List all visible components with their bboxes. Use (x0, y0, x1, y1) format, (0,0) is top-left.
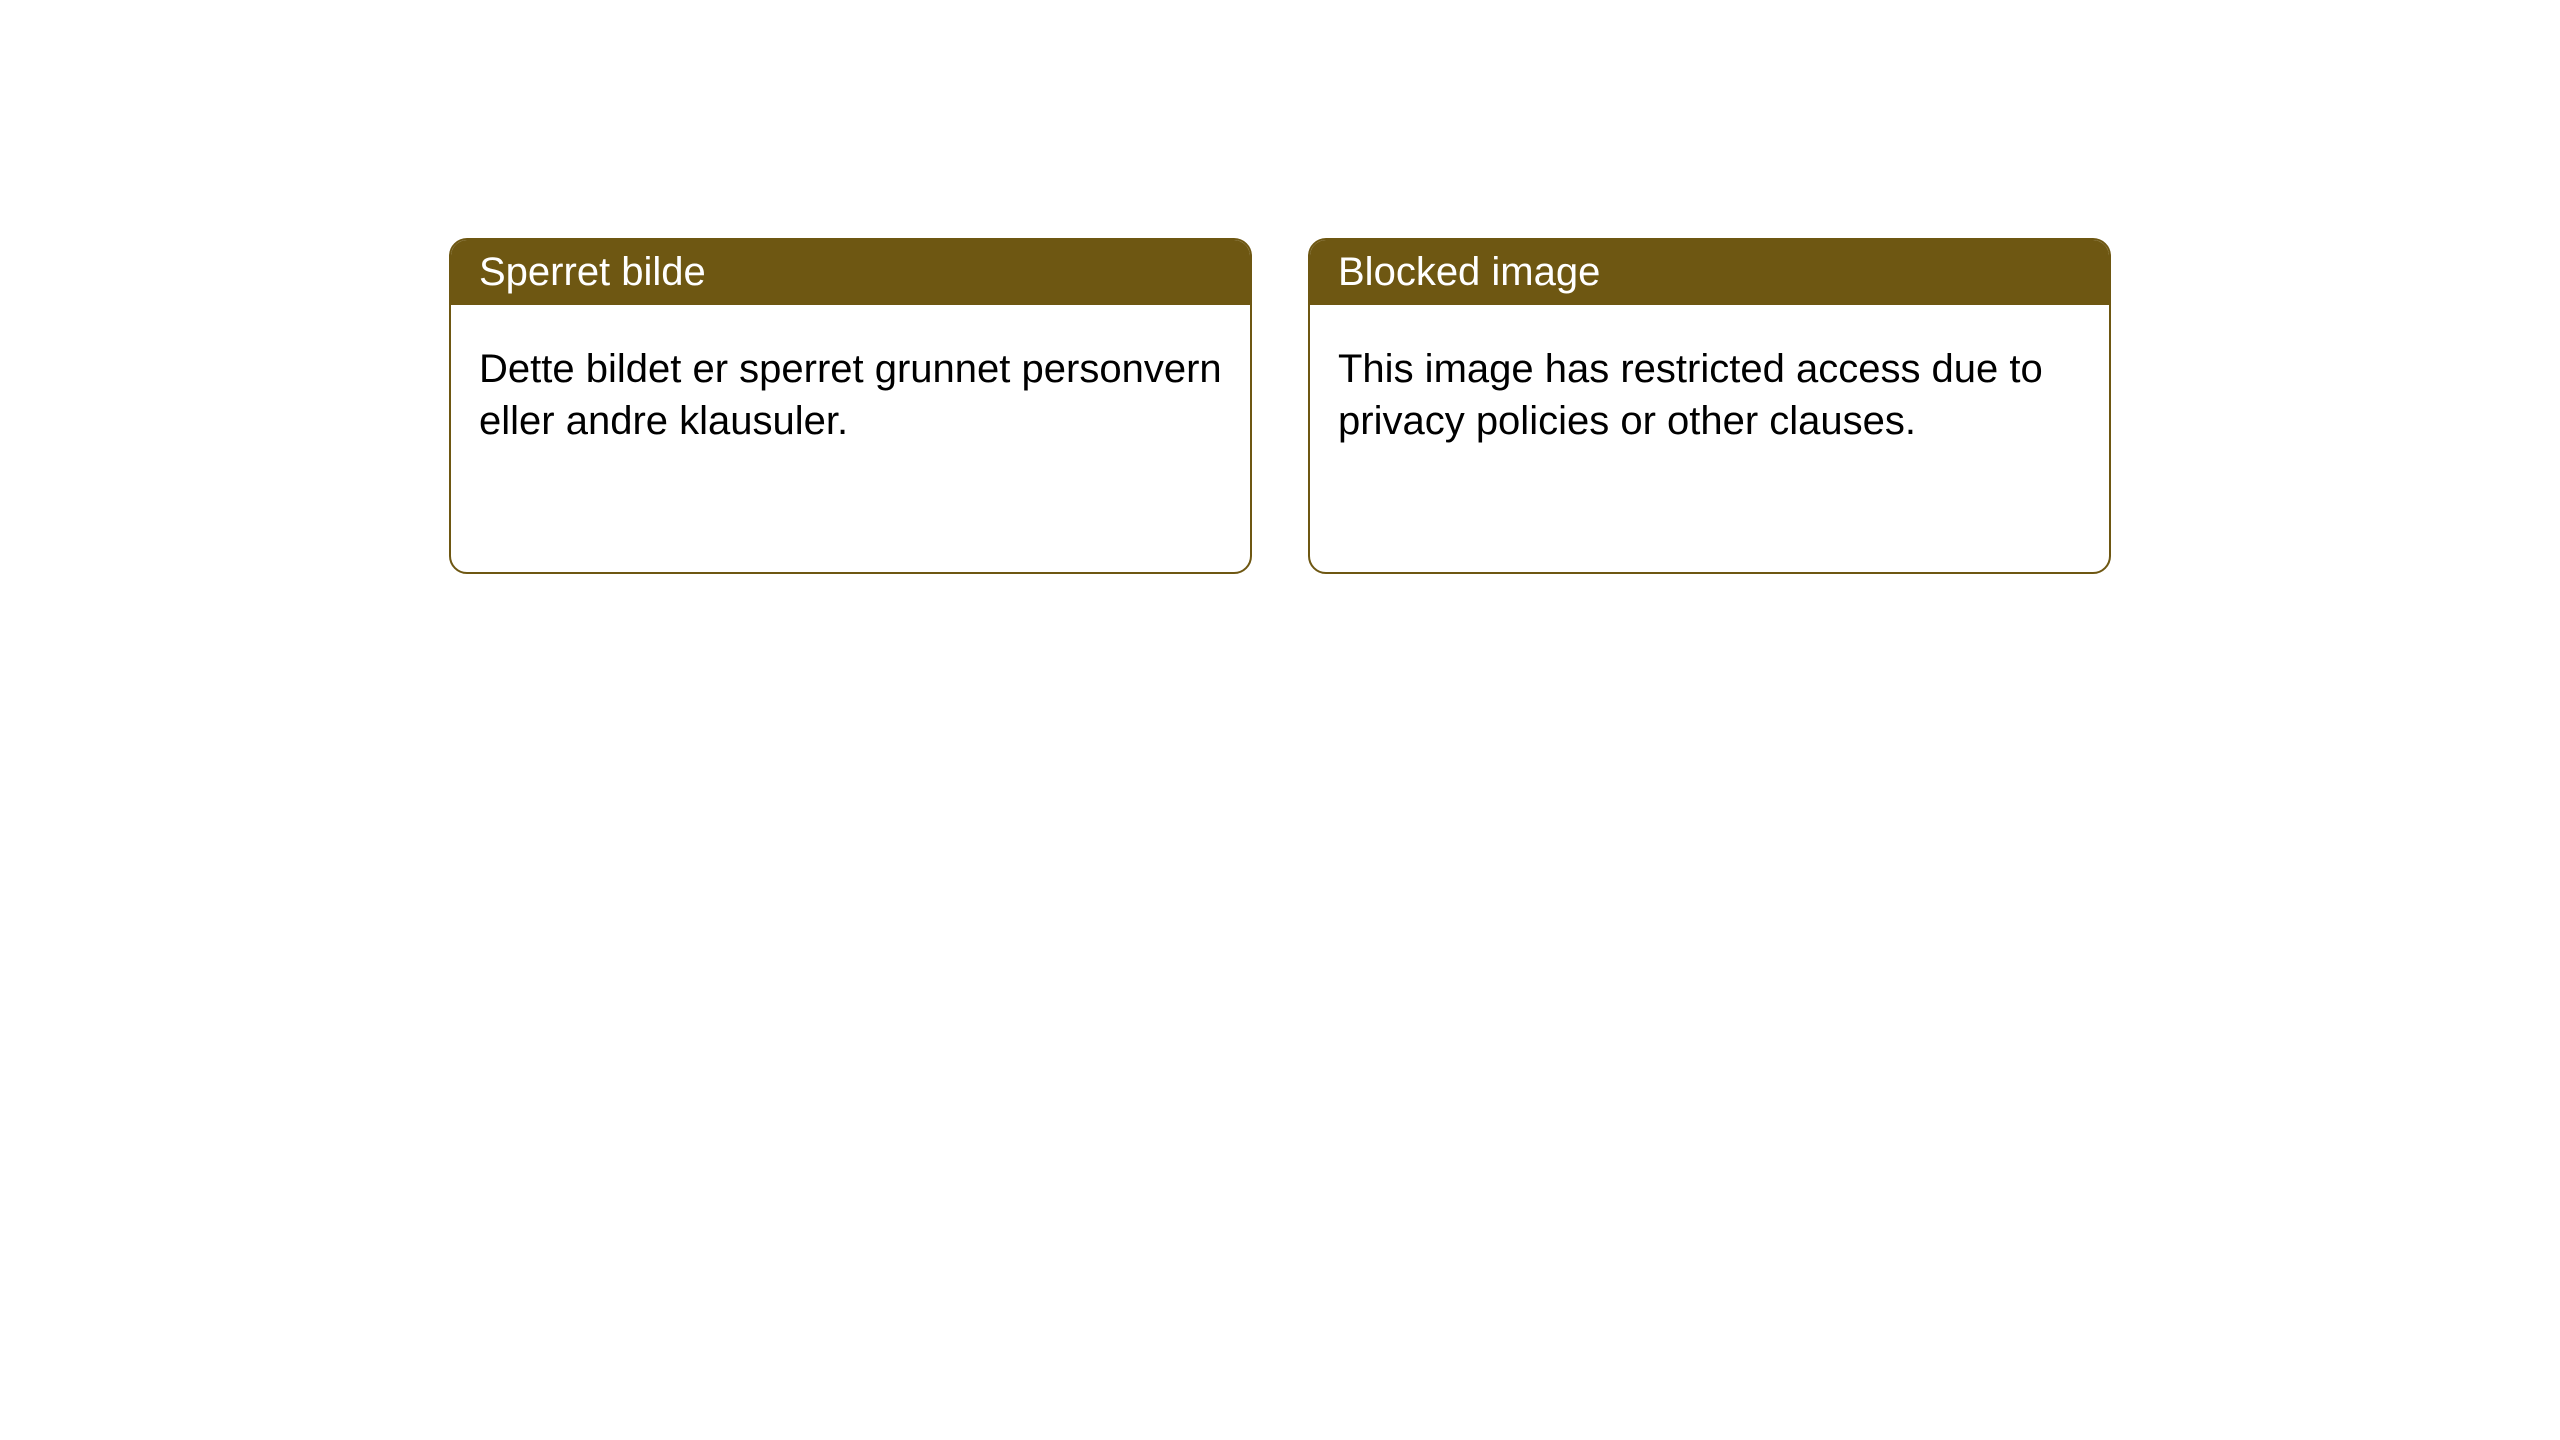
card-title-no: Sperret bilde (479, 250, 706, 294)
blocked-image-card-no: Sperret bilde Dette bildet er sperret gr… (449, 238, 1252, 574)
card-header-no: Sperret bilde (451, 240, 1250, 305)
card-body-text-en: This image has restricted access due to … (1338, 347, 2043, 443)
card-header-en: Blocked image (1310, 240, 2109, 305)
notice-container: Sperret bilde Dette bildet er sperret gr… (0, 0, 2560, 574)
card-body-no: Dette bildet er sperret grunnet personve… (451, 305, 1250, 485)
card-body-en: This image has restricted access due to … (1310, 305, 2109, 485)
card-body-text-no: Dette bildet er sperret grunnet personve… (479, 347, 1222, 443)
card-title-en: Blocked image (1338, 250, 1600, 294)
blocked-image-card-en: Blocked image This image has restricted … (1308, 238, 2111, 574)
